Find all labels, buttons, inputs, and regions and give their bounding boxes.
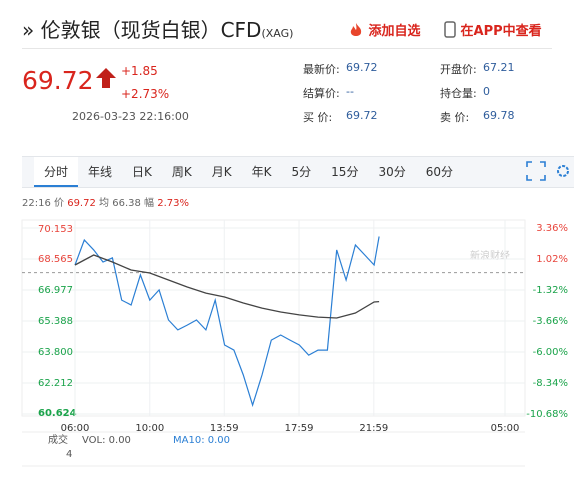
tab[interactable]: 年K (251, 165, 272, 179)
y2-tick-label: 1.02% (536, 254, 568, 265)
price-line (74, 236, 380, 408)
y2-tick-label: -6.00% (533, 347, 568, 358)
divider (22, 48, 552, 49)
y-tick-label: 68.565 (38, 254, 73, 265)
y-tick-label: 65.388 (38, 316, 73, 327)
fullscreen-icon[interactable] (526, 161, 546, 181)
info-avg: 66.38 (112, 198, 141, 209)
open-app-text: 在APP中查看 (460, 24, 542, 39)
field-value: 69.72 (346, 61, 378, 74)
field-label: 结算价: (303, 87, 340, 100)
field-value: 67.21 (483, 61, 515, 74)
y-tick-label: 63.800 (38, 347, 73, 358)
info-amp: 2.73% (157, 198, 190, 209)
settings-icon[interactable] (557, 165, 569, 177)
field-value: 0 (483, 85, 490, 98)
open-app[interactable]: 在APP中查看 (444, 20, 542, 39)
add-watch[interactable]: 添加自选 (348, 20, 421, 39)
x-tick-label: 05:00 (491, 423, 520, 434)
title-text: 伦敦银（现货白银）CFD (40, 18, 262, 42)
tab[interactable]: 15分 (331, 165, 359, 179)
y-tick-label: 70.153 (38, 224, 73, 235)
y-tick-label: 60.624 (38, 408, 77, 419)
tab[interactable]: 日K (132, 165, 152, 179)
code: (XAG) (261, 27, 294, 40)
x-tick-label: 10:00 (135, 423, 164, 434)
info-time: 22:16 (22, 198, 51, 209)
tab[interactable]: 60分 (425, 165, 454, 179)
field-value: 69.78 (483, 109, 515, 122)
volume-vol: VOL: 0.00 (82, 435, 131, 446)
info-label: 均 (99, 198, 110, 209)
x-tick-label: 21:59 (359, 423, 388, 434)
x-tick-label: 13:59 (210, 423, 239, 434)
plot-frame (21, 219, 526, 417)
field-label: 最新价: (303, 63, 340, 76)
volume-label: 成交 (48, 433, 68, 446)
field-label: 买 价: (303, 111, 333, 124)
y2-tick-label: -1.32% (533, 285, 568, 296)
phone-icon (444, 21, 456, 38)
info-price: 69.72 (67, 198, 96, 209)
x-tick-label: 17:59 (285, 423, 314, 434)
y2-tick-label: -3.66% (533, 316, 568, 327)
change-pct: +2.73% (121, 87, 170, 101)
quote-time: 2026-03-23 22:16:00 (72, 110, 189, 123)
tab[interactable]: 月K (211, 165, 232, 179)
field-label: 卖 价: (440, 111, 470, 124)
change: +1.85 (121, 64, 158, 78)
y2-tick-label: -10.68% (526, 409, 568, 420)
title: » 伦敦银（现货白银）CFD(XAG) (22, 18, 294, 42)
y-tick-label: 62.212 (38, 378, 73, 389)
volume-ma: MA10: 0.00 (173, 435, 230, 446)
tab-bar: 分时 年线 日K 周K 月K 年K 5分 15分 30分 60分 (22, 156, 574, 188)
volume-axis: 4 (66, 449, 72, 460)
field-value: -- (346, 85, 354, 98)
tab[interactable]: 分时 (34, 157, 79, 187)
tab[interactable]: 周K (171, 165, 192, 179)
add-watch-text: 添加自选 (368, 24, 421, 39)
info-line: 22:16 价 69.72 均 66.38 幅 2.73% (22, 194, 189, 209)
info-label: 价 (54, 198, 65, 209)
price: 69.72 (22, 66, 94, 95)
field-label: 持仓量: (440, 87, 477, 100)
field-label: 开盘价: (440, 63, 477, 76)
watermark: 新浪财经 (470, 249, 510, 262)
info-label: 幅 (144, 198, 155, 209)
field-value: 69.72 (346, 109, 378, 122)
y-tick-label: 66.977 (38, 285, 73, 296)
y2-tick-label: 3.36% (536, 223, 568, 234)
x-tick-label: 06:00 (61, 423, 90, 434)
tab[interactable]: 30分 (378, 165, 406, 179)
average-line (74, 254, 380, 319)
tab[interactable]: 年线 (88, 165, 113, 179)
y2-tick-label: -8.34% (533, 378, 568, 389)
fire-icon (350, 23, 362, 36)
tab[interactable]: 5分 (291, 165, 312, 179)
